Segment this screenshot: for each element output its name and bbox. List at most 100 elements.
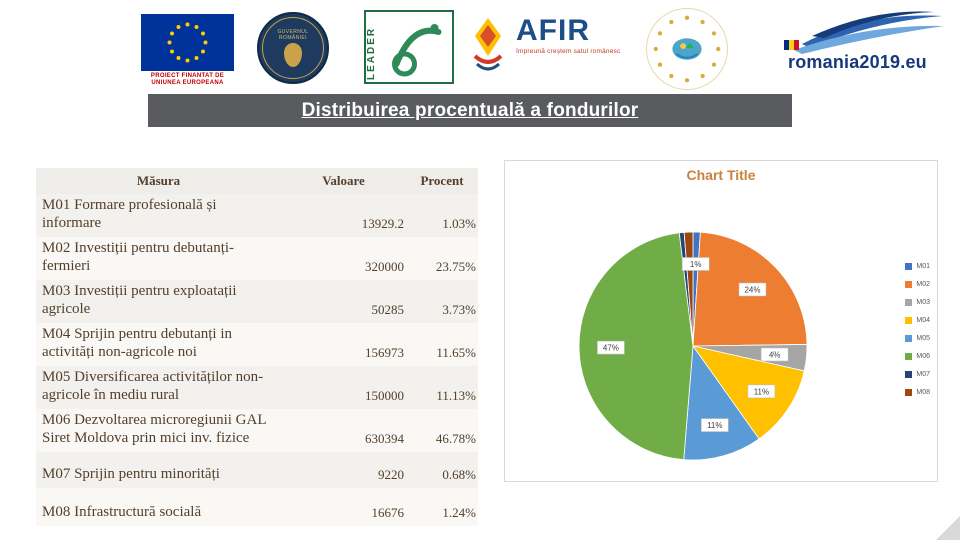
measure-name: M05 Diversificarea activităților non-agr… [42,369,264,403]
legend-label: M02 [916,281,930,288]
measure-value: 9220 [378,467,404,482]
table-row-m01: M01 Formare profesională și informare 13… [36,194,478,237]
guvernul-romaniei-logo: GUVERNUL ROMÂNIEI [257,12,329,84]
table-row-m06: M06 Dezvoltarea microregiunii GAL Siret … [36,409,478,452]
measure-name: M07 Sprijin pentru minorități [42,466,220,482]
pie-label-M01: 1% [681,257,710,271]
chart-legend: M01 M02 M03 M04 M05 M06 M07 M08 [905,263,930,396]
legend-swatch [905,389,913,396]
pie-chart: 1% 24% 4% 11% 11% 47% [578,231,808,461]
column-header-valoare: Valoare [322,173,365,188]
legend-item-m08: M08 [905,389,930,396]
legend-item-m05: M05 [905,335,930,342]
legend-swatch [905,353,913,360]
slide-title-bar: Distribuirea procentuală a fondurilor [148,94,792,127]
legend-label: M07 [916,371,930,378]
afir-text-block: AFIR împreună creștem satul românesc [516,14,621,56]
funds-table: Măsura Valoare Procent M01 Formare profe… [36,168,478,526]
legend-item-m04: M04 [905,317,930,324]
leader-logo: LEADER [364,10,454,84]
chart-panel: Chart Title 1% 24% 4% 11% 11% 47% M01 M02 M03… [504,160,938,482]
pie-label-M05: 11% [701,418,729,432]
romania2019-logo: romania2019.eu [772,10,948,74]
leader-plough-icon [379,12,452,82]
leader-logo-text: LEADER [366,26,377,80]
measure-value: 13929.2 [361,216,404,231]
measure-name: M01 Formare profesională și informare [42,197,217,231]
gov-coat-of-arms-icon [284,43,302,67]
legend-label: M03 [916,299,930,306]
legend-swatch [905,299,913,306]
svg-text:11%: 11% [754,387,769,396]
page-corner-fold [936,516,960,540]
legend-label: M04 [916,317,930,324]
legend-swatch [905,371,913,378]
gov-seal: GUVERNUL ROMÂNIEI [262,17,324,79]
eu-caption-line-1: PROIECT FINANTAT DE [150,73,225,79]
legend-label: M06 [916,353,930,360]
svg-text:24%: 24% [744,286,760,295]
measure-name: M03 Investiții pentru exploatații agrico… [42,283,237,317]
table-row-m04: M04 Sprijin pentru debutanți in activită… [36,323,478,366]
legend-swatch [905,263,913,270]
measure-value: 156973 [365,345,404,360]
afir-logo: AFIR împreună creștem satul românesc [468,16,620,74]
gov-logo-text: GUVERNUL ROMÂNIEI [277,29,309,41]
measure-percent: 1.24% [442,505,476,520]
afir-logo-title: AFIR [516,14,590,47]
measure-value: 630394 [365,431,404,446]
page-title: Distribuirea procentuală a fondurilor [301,99,639,121]
table-row-m07: M07 Sprijin pentru minorități 9220 0.68% [36,452,478,488]
legend-item-m07: M07 [905,371,930,378]
measure-value: 320000 [365,259,404,274]
table-header-row: Măsura Valoare Procent [36,168,478,194]
afir-logo-subtitle: împreună creștem satul românesc [516,48,621,55]
table-row-m05: M05 Diversificarea activităților non-agr… [36,366,478,409]
svg-text:11%: 11% [707,421,722,430]
pie-label-M04: 11% [747,384,776,399]
measure-name: M08 Infrastructură socială [42,504,202,520]
eu-flag-logo: PROIECT FINANTAT DE UNIUNEA EUROPEANA [141,14,234,87]
measure-value: 16676 [371,505,405,520]
eu-stars-icon [167,22,208,63]
table-row-m08: M08 Infrastructură socială 16676 1.24% [36,488,478,526]
measure-percent: 46.78% [435,431,476,446]
eu-flag-icon [141,14,234,71]
measure-value: 50285 [371,302,405,317]
pie-label-M03: 4% [760,347,789,362]
measure-percent: 0.68% [442,467,476,482]
afir-tulip-icon [468,16,508,74]
measure-percent: 23.75% [435,259,476,274]
legend-label: M05 [916,335,930,342]
svg-text:47%: 47% [603,344,619,353]
column-header-masura: Măsura [136,173,181,188]
legend-item-m06: M06 [905,353,930,360]
chart-title: Chart Title [686,167,756,183]
measure-value: 150000 [365,388,404,403]
legend-swatch [905,317,913,324]
pie-label-M02: 24% [738,282,767,297]
romania2019-logo-text: romania2019.eu [788,52,927,72]
measure-percent: 11.13% [436,388,476,403]
table-row-m03: M03 Investiții pentru exploatații agrico… [36,280,478,323]
measure-percent: 11.65% [436,345,476,360]
svg-text:1%: 1% [690,260,702,269]
gal-emblem-icon [653,15,721,83]
legend-swatch [905,335,913,342]
measure-name: M04 Sprijin pentru debutanți in activită… [42,326,232,360]
measure-percent: 3.73% [442,302,476,317]
legend-swatch [905,281,913,288]
measure-name: M06 Dezvoltarea microregiunii GAL Siret … [42,412,266,446]
svg-text:4%: 4% [769,351,781,360]
gal-emblem-logo [646,8,728,90]
table-row-m02: M02 Investiții pentru debutanți-fermieri… [36,237,478,280]
eu-funding-caption: PROIECT FINANTAT DE UNIUNEA EUROPEANA [141,73,234,87]
measure-percent: 1.03% [442,216,476,231]
measure-name: M02 Investiții pentru debutanți-fermieri [42,240,235,274]
legend-item-m01: M01 [905,263,930,270]
legend-label: M01 [916,263,930,270]
column-header-procent: Procent [420,173,464,188]
legend-item-m02: M02 [905,281,930,288]
pie-label-M06: 47% [597,340,625,355]
